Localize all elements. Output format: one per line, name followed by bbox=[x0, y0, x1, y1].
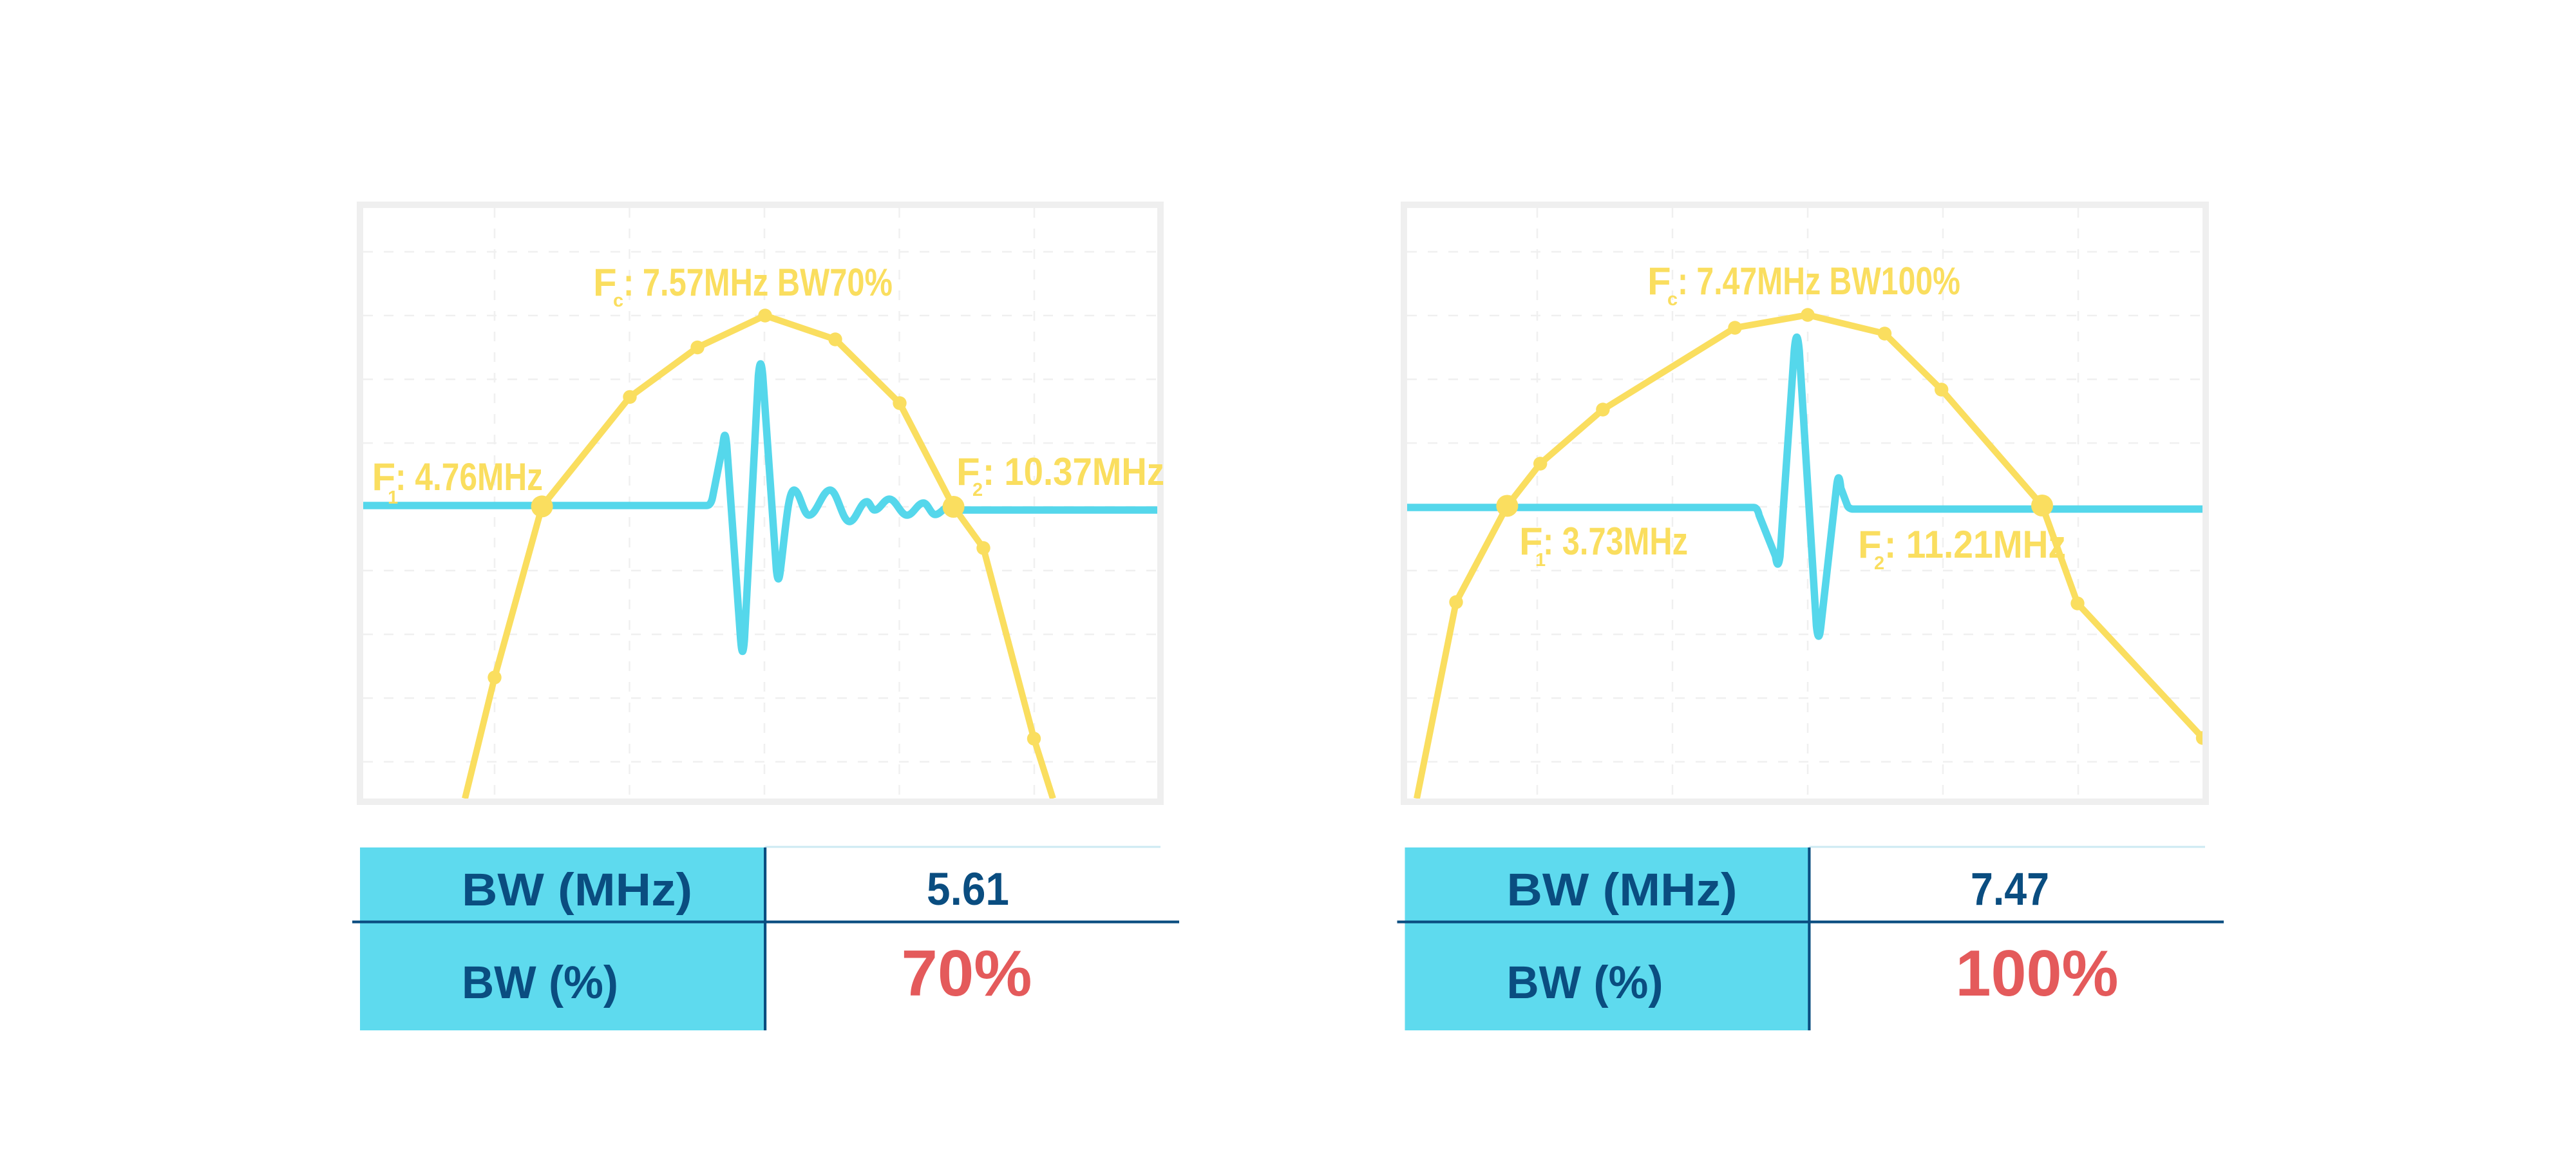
svg-text:BW (MHz): BW (MHz) bbox=[1507, 865, 1738, 916]
svg-text:100%: 100% bbox=[1956, 938, 2119, 1010]
svg-text:BW (%): BW (%) bbox=[462, 958, 618, 1008]
svg-text:2: 2 bbox=[972, 480, 983, 500]
svg-text:1: 1 bbox=[388, 487, 398, 508]
svg-text:: 7.47MHz BW100%: : 7.47MHz BW100% bbox=[1678, 260, 1960, 303]
svg-text:70%: 70% bbox=[902, 938, 1032, 1010]
svg-text:: 4.76MHz: : 4.76MHz bbox=[395, 455, 543, 498]
svg-text:c: c bbox=[613, 290, 623, 311]
svg-text:BW (%): BW (%) bbox=[1507, 958, 1663, 1008]
svg-text:F: F bbox=[1858, 523, 1882, 566]
svg-text:: 7.57MHz BW70%: : 7.57MHz BW70% bbox=[623, 261, 893, 304]
svg-text:F: F bbox=[956, 450, 980, 493]
svg-text:: 3.73MHz: : 3.73MHz bbox=[1543, 520, 1688, 563]
svg-text:: 10.37MHz: : 10.37MHz bbox=[983, 450, 1164, 493]
svg-text:F: F bbox=[372, 455, 396, 498]
svg-text:2: 2 bbox=[1874, 553, 1884, 574]
svg-text:1: 1 bbox=[1535, 550, 1546, 571]
svg-text:: 11.21MHz: : 11.21MHz bbox=[1884, 523, 2066, 566]
svg-text:7.47: 7.47 bbox=[1971, 864, 2049, 915]
svg-text:c: c bbox=[1667, 289, 1678, 310]
svg-text:5.61: 5.61 bbox=[927, 864, 1009, 915]
svg-text:F: F bbox=[1647, 260, 1671, 303]
svg-text:F: F bbox=[1519, 520, 1543, 563]
svg-text:F: F bbox=[593, 261, 617, 304]
svg-text:BW (MHz): BW (MHz) bbox=[462, 865, 692, 916]
